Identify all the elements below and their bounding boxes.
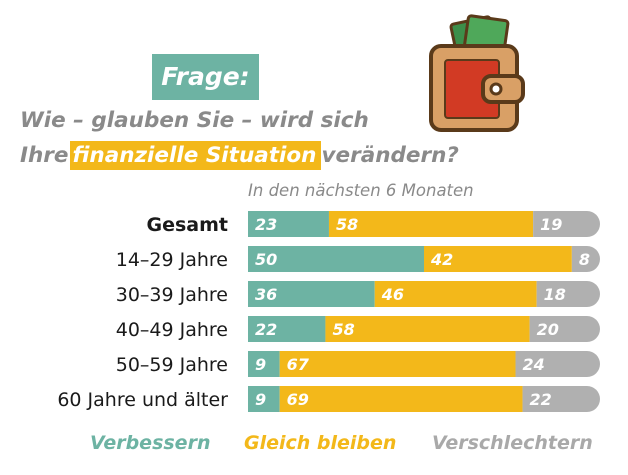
legend-verschlechtern: Verschlechtern (432, 432, 593, 454)
category-label-30-39-jahre: 30–39 Jahre (116, 284, 228, 306)
data-label-verbessern-60-jahre-und-älter: 9 (255, 390, 266, 409)
bar-verschlechtern-40-49-jahre (529, 316, 600, 342)
bar-row-60-jahre-und-älter (248, 386, 600, 412)
data-label-verbessern-14-29-jahre: 50 (255, 250, 277, 269)
bar-gleich-bleiben-60-jahre-und-älter (279, 386, 523, 412)
bar-verbessern-40-49-jahre (248, 316, 326, 342)
data-label-gleich-bleiben-14-29-jahre: 42 (430, 250, 453, 269)
bar-row-14-29-jahre (248, 246, 600, 272)
bar-verbessern-60-jahre-und-älter (248, 386, 280, 412)
bar-gleich-bleiben-gesamt (328, 211, 534, 237)
data-label-gleich-bleiben-50-59-jahre: 67 (287, 355, 310, 374)
data-label-gleich-bleiben-gesamt: 58 (336, 215, 358, 234)
bar-verbessern-50-59-jahre (248, 351, 280, 377)
bar-verschlechtern-50-59-jahre (515, 351, 600, 377)
bar-verbessern-30-39-jahre (248, 281, 375, 307)
chart-subtitle: In den nächsten 6 Monaten (248, 181, 474, 200)
question-line-2: Ihre finanzielle Situation verändern? (20, 141, 620, 170)
bar-gleich-bleiben-50-59-jahre (279, 351, 516, 377)
category-label-50-59-jahre: 50–59 Jahre (116, 354, 228, 376)
bar-row-30-39-jahre (248, 281, 600, 307)
data-label-verschlechtern-60-jahre-und-älter: 22 (530, 390, 552, 409)
bar-row-40-49-jahre (248, 316, 600, 342)
data-label-verschlechtern-30-39-jahre: 18 (544, 285, 566, 304)
category-label-14-29-jahre: 14–29 Jahre (116, 249, 228, 271)
data-label-verbessern-gesamt: 23 (255, 215, 277, 234)
bar-verschlechtern-gesamt (533, 211, 600, 237)
bar-verbessern-gesamt (248, 211, 329, 237)
data-label-verbessern-50-59-jahre: 9 (255, 355, 266, 374)
data-label-verschlechtern-14-29-jahre: 8 (579, 250, 590, 269)
wallet-icon (429, 14, 525, 132)
data-label-verbessern-40-49-jahre: 22 (255, 320, 277, 339)
bar-verschlechtern-14-29-jahre (571, 246, 600, 272)
question-suffix: verändern? (321, 143, 459, 168)
legend-gleich-bleiben: Gleich bleiben (244, 432, 397, 454)
data-label-gleich-bleiben-60-jahre-und-älter: 69 (287, 390, 309, 409)
bar-gleich-bleiben-40-49-jahre (325, 316, 530, 342)
question-line-1: Wie – glauben Sie – wird sich (20, 108, 369, 133)
category-label-40-49-jahre: 40–49 Jahre (116, 319, 228, 341)
data-label-gleich-bleiben-30-39-jahre: 46 (381, 285, 404, 304)
data-label-gleich-bleiben-40-49-jahre: 58 (332, 320, 354, 339)
category-label-60-jahre-und-älter: 60 Jahre und älter (57, 389, 228, 411)
legend-verbessern: Verbessern (90, 432, 211, 454)
question-badge: Frage: (152, 54, 259, 100)
bar-row-gesamt (248, 211, 600, 237)
bar-verschlechtern-60-jahre-und-älter (522, 386, 600, 412)
data-label-verschlechtern-50-59-jahre: 24 (523, 355, 545, 374)
bar-verbessern-14-29-jahre (248, 246, 424, 272)
data-label-verschlechtern-40-49-jahre: 20 (537, 320, 559, 339)
category-label-gesamt: Gesamt (147, 214, 229, 236)
bar-verschlechtern-30-39-jahre (536, 281, 600, 307)
bar-gleich-bleiben-14-29-jahre (424, 246, 572, 272)
question-highlight: finanzielle Situation (69, 141, 321, 170)
question-prefix: Ihre (20, 143, 69, 168)
bar-gleich-bleiben-30-39-jahre (374, 281, 537, 307)
data-label-verbessern-30-39-jahre: 36 (255, 285, 277, 304)
bar-row-50-59-jahre (248, 351, 600, 377)
data-label-verschlechtern-gesamt: 19 (540, 215, 562, 234)
